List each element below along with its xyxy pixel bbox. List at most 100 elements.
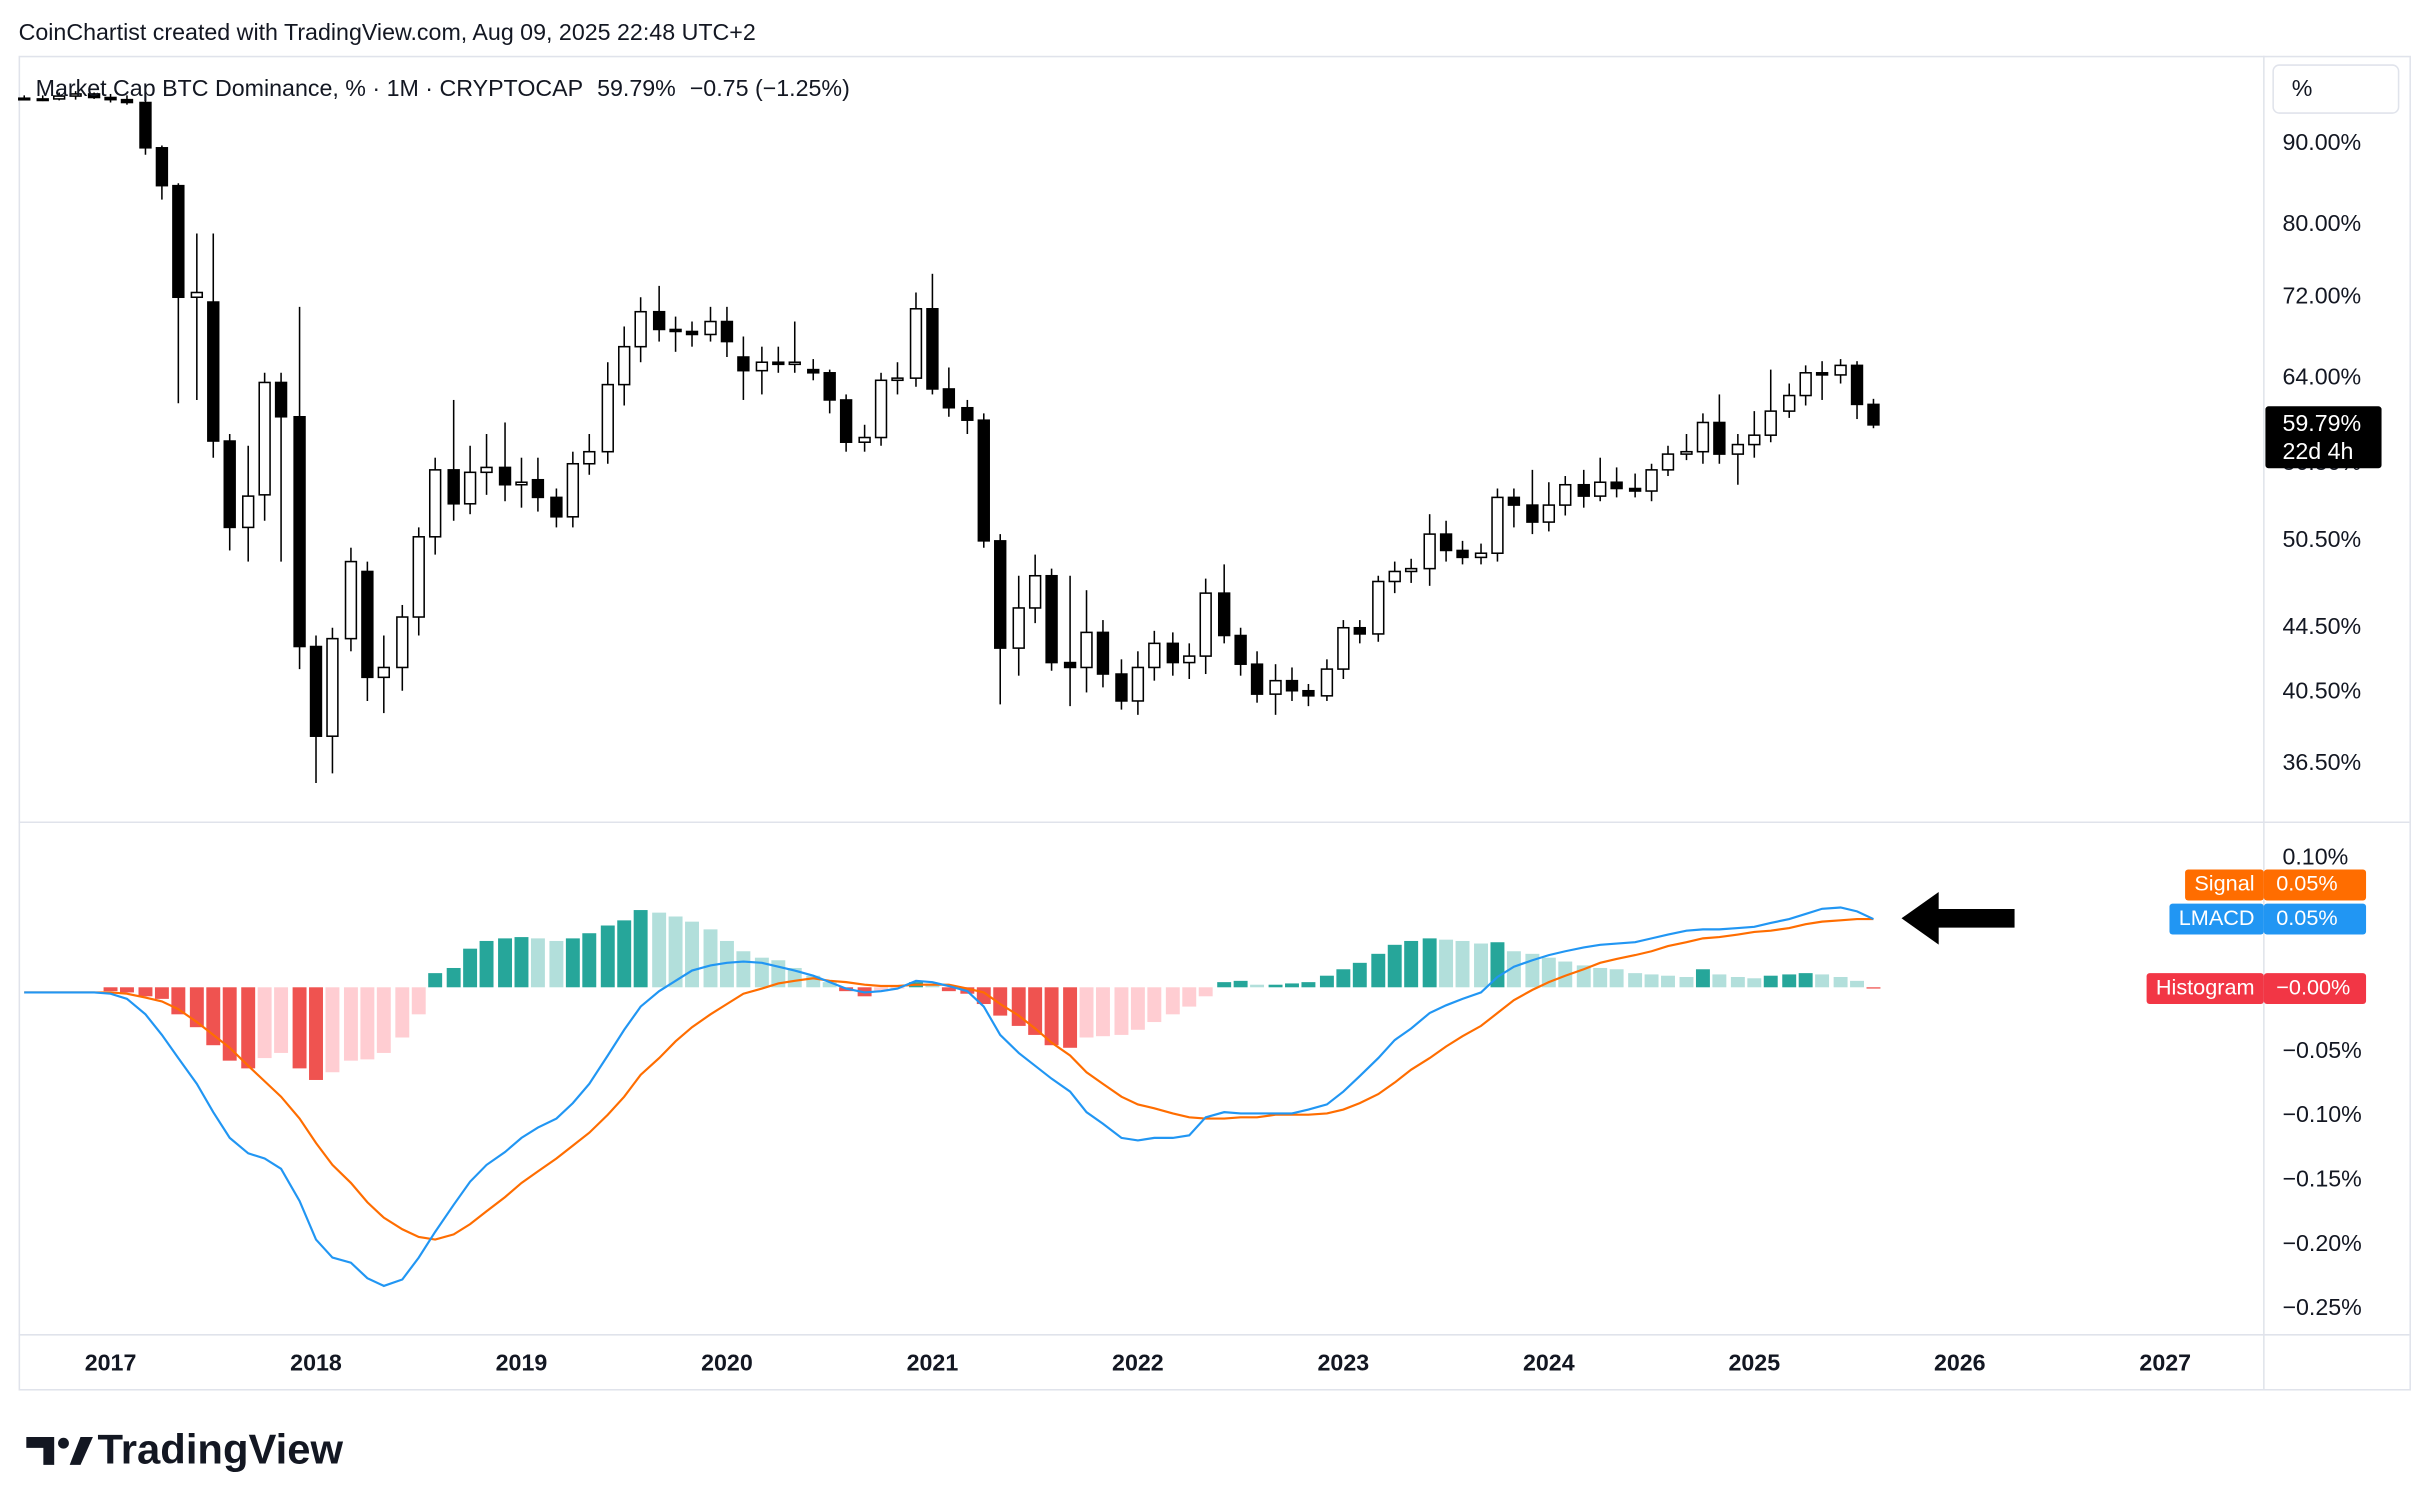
candle-body bbox=[1628, 487, 1642, 492]
histogram-bar bbox=[1404, 940, 1419, 988]
candle-body bbox=[1217, 592, 1231, 637]
histogram-bar bbox=[822, 982, 837, 988]
last-price-label: 59.79% bbox=[2282, 410, 2361, 436]
histogram-bar bbox=[1439, 939, 1454, 988]
histogram-bar bbox=[565, 938, 580, 988]
candle-body bbox=[755, 361, 769, 372]
histogram-bar bbox=[120, 987, 134, 993]
candle-body bbox=[1285, 679, 1299, 692]
candle-body bbox=[1131, 666, 1145, 702]
candle-body bbox=[618, 345, 631, 386]
candle-body bbox=[704, 320, 717, 336]
histogram-bar bbox=[736, 951, 751, 988]
histogram-bar bbox=[874, 987, 889, 992]
candle-body bbox=[1439, 533, 1453, 552]
candle-body bbox=[69, 93, 82, 97]
candle-body bbox=[207, 301, 220, 442]
candle-body bbox=[120, 98, 134, 104]
histogram-bar bbox=[1763, 975, 1778, 988]
candle-body bbox=[1610, 481, 1623, 490]
candle-body bbox=[1096, 631, 1110, 675]
series-value-box bbox=[2263, 973, 2367, 1005]
candle-body bbox=[1526, 504, 1539, 523]
histogram-bar bbox=[1730, 976, 1745, 988]
histogram-bar bbox=[446, 967, 461, 988]
y-tick-label: 40.50% bbox=[2282, 678, 2361, 704]
histogram-bar bbox=[1661, 975, 1675, 988]
candle-body bbox=[1045, 574, 1058, 664]
candle-body bbox=[839, 399, 853, 443]
candle-body bbox=[1337, 626, 1350, 670]
histogram-bar bbox=[292, 987, 307, 1069]
candle-body bbox=[172, 184, 185, 299]
histogram-bar bbox=[1815, 974, 1830, 988]
histogram-bar bbox=[309, 987, 323, 1080]
arrow bbox=[1901, 891, 2015, 945]
series-name-box bbox=[2169, 903, 2264, 935]
histogram-bar bbox=[1268, 984, 1283, 988]
plot: 90.00%80.00%72.00%64.00%56.50%50.50%44.5… bbox=[18, 75, 2382, 1375]
scale-button[interactable] bbox=[2272, 64, 2400, 114]
histogram-bar bbox=[1095, 987, 1110, 1037]
candle-body bbox=[190, 291, 204, 299]
candle-body bbox=[1183, 655, 1196, 664]
histogram-bar bbox=[1593, 967, 1608, 988]
candle-body bbox=[685, 330, 699, 336]
series-name-label: Signal bbox=[2194, 871, 2254, 896]
series-name-box bbox=[2146, 973, 2264, 1005]
histogram-bar bbox=[325, 987, 340, 1073]
histogram-bar bbox=[1285, 983, 1299, 988]
histogram-bar bbox=[479, 940, 494, 988]
histogram-bar bbox=[1782, 974, 1797, 988]
line-series bbox=[24, 906, 1874, 1288]
histogram-bar bbox=[1233, 980, 1248, 988]
logo-dot bbox=[58, 1437, 69, 1449]
histogram-bar bbox=[257, 987, 272, 1059]
histogram-bar bbox=[582, 933, 597, 988]
candle-body bbox=[994, 540, 1007, 649]
candle-body bbox=[1250, 663, 1264, 695]
y-tick-label: −0.10% bbox=[2282, 1101, 2361, 1127]
histogram-bar bbox=[1130, 987, 1145, 1030]
scale-button-label[interactable]: % bbox=[2292, 75, 2313, 101]
candle-body bbox=[1815, 372, 1829, 376]
logo-mark bbox=[26, 1437, 55, 1465]
histogram-bar bbox=[1182, 987, 1197, 1007]
logo-slash bbox=[69, 1437, 93, 1465]
candle-body bbox=[891, 377, 904, 382]
histogram-bar bbox=[1422, 938, 1437, 988]
candle-body bbox=[1474, 552, 1488, 559]
candle-body bbox=[139, 101, 152, 149]
histogram-bar bbox=[1028, 987, 1043, 1035]
histogram-bar bbox=[463, 948, 478, 988]
histogram-bar bbox=[633, 910, 648, 988]
candle-body bbox=[634, 310, 647, 348]
histogram-bar bbox=[1011, 987, 1026, 1026]
candle-body bbox=[52, 95, 66, 100]
candle-body bbox=[361, 570, 374, 679]
candle-body bbox=[961, 406, 974, 421]
histogram-bar bbox=[1217, 982, 1232, 988]
y-tick-label: −0.15% bbox=[2282, 1166, 2361, 1192]
candle-body bbox=[942, 388, 956, 409]
histogram-bar bbox=[1609, 969, 1624, 988]
histogram-bar bbox=[1712, 974, 1727, 988]
y-tick-label: 44.50% bbox=[2282, 613, 2361, 639]
histogram-bar bbox=[274, 987, 289, 1053]
candle-body bbox=[1542, 504, 1556, 523]
candle-body bbox=[601, 383, 614, 453]
candle-body bbox=[1696, 421, 1710, 453]
line-series bbox=[24, 917, 1874, 1241]
candle-body bbox=[1372, 580, 1385, 635]
candle-body bbox=[652, 310, 666, 331]
histogram-bar bbox=[1695, 969, 1710, 988]
y-tick-label: 64.00% bbox=[2282, 363, 2361, 389]
candle-body bbox=[1645, 469, 1658, 492]
x-tick-label: 2025 bbox=[1728, 1349, 1780, 1375]
x-tick-label: 2026 bbox=[1934, 1349, 1986, 1375]
countdown-label: 22d 4h bbox=[2282, 438, 2353, 464]
candle-body bbox=[1012, 607, 1025, 649]
legend-last: 59.79% bbox=[597, 75, 676, 101]
candle-body bbox=[396, 616, 409, 669]
histogram-bar bbox=[428, 973, 443, 988]
